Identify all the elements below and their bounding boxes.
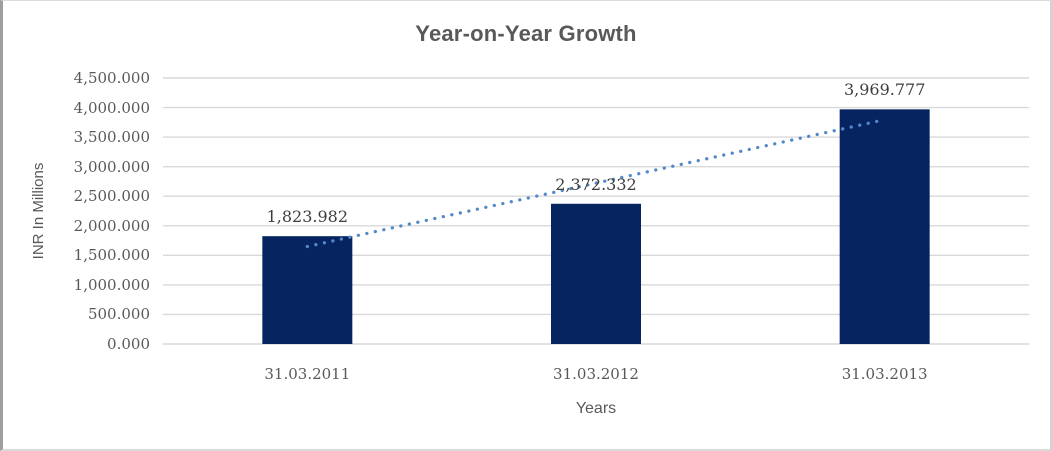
- bar: [839, 109, 930, 344]
- bar: [551, 203, 641, 344]
- bar: [262, 236, 353, 344]
- trendline: [305, 118, 887, 249]
